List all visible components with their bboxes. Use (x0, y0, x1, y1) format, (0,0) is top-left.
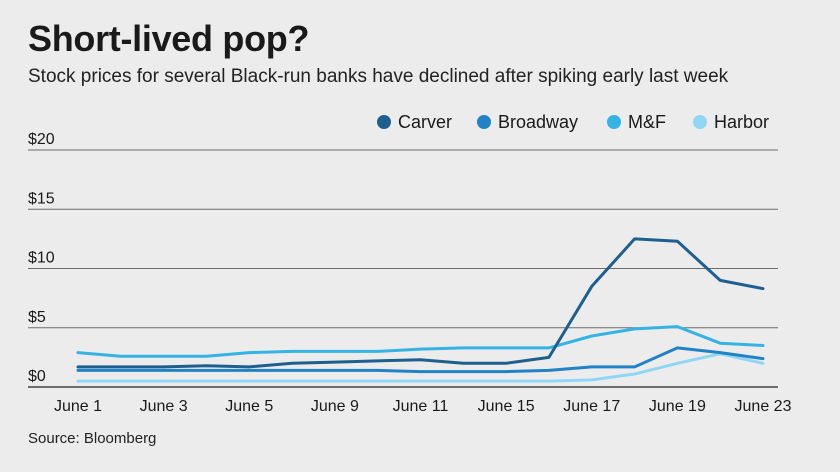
legend-marker-carver (377, 115, 391, 129)
x-tick-label: June 9 (311, 398, 359, 415)
y-tick-label: $20 (28, 131, 55, 148)
series-line-m-f (76, 325, 765, 358)
y-tick-label: $15 (28, 190, 55, 207)
legend-label-broadway: Broadway (498, 112, 578, 132)
series-line-harbor (76, 352, 765, 383)
x-tick-label: June 5 (225, 398, 273, 415)
x-tick-label: June 23 (735, 398, 792, 415)
y-tick-label: $0 (28, 368, 46, 385)
chart-subtitle: Stock prices for several Black-run banks… (28, 66, 729, 87)
legend-marker-harbor (693, 115, 707, 129)
legend-label-m-f: M&F (628, 112, 666, 132)
source-note: Source: Bloomberg (28, 430, 157, 447)
x-tick-label: June 19 (649, 398, 706, 415)
x-tick-label: June 3 (140, 398, 188, 415)
y-tick-label: $5 (28, 309, 46, 326)
legend-label-carver: Carver (398, 112, 452, 132)
x-tick-label: June 17 (563, 398, 620, 415)
y-tick-label: $10 (28, 250, 55, 267)
legend-marker-broadway (477, 115, 491, 129)
legend-marker-m-f (607, 115, 621, 129)
legend-label-harbor: Harbor (714, 112, 769, 132)
x-tick-label: June 1 (54, 398, 102, 415)
chart-title: Short-lived pop? (28, 18, 310, 59)
series-line-broadway (76, 346, 765, 374)
x-tick-label: June 15 (478, 398, 535, 415)
x-tick-label: June 11 (393, 398, 449, 415)
series-line-carver (76, 237, 765, 369)
